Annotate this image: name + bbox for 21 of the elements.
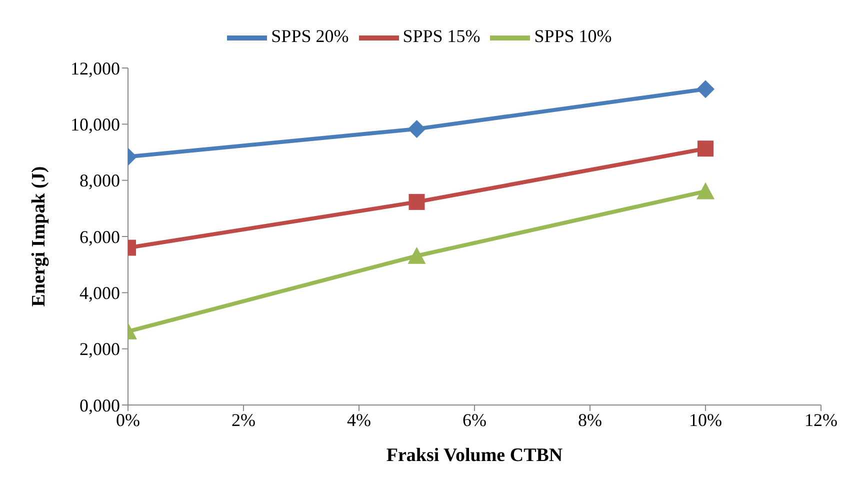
y-tick-label: 8,000 — [80, 170, 120, 191]
point — [696, 80, 714, 98]
legend-label: SPPS 15% — [402, 26, 480, 46]
point — [698, 140, 714, 157]
x-tick-label: 4% — [347, 410, 371, 430]
x-tick-label: 10% — [689, 410, 722, 430]
y-axis-title: Energi Impak (J) — [28, 166, 50, 307]
y-tick-label: 2,000 — [80, 339, 120, 360]
x-tick-label: 2% — [232, 410, 256, 430]
y-tick-label: 6,000 — [80, 226, 120, 247]
y-tick-label: 0,000 — [80, 395, 120, 416]
y-tick-label: 4,000 — [80, 283, 120, 304]
legend-label: SPPS 10% — [534, 26, 612, 46]
y-tick-label: 10,000 — [70, 114, 120, 135]
x-axis-title: Fraksi Volume CTBN — [386, 445, 563, 466]
legend-label: SPPS 20% — [271, 26, 349, 46]
x-tick-label: 12% — [804, 410, 838, 430]
point — [696, 182, 714, 200]
x-tick-label: 6% — [462, 410, 486, 430]
y-tick-label: 12,000 — [70, 58, 120, 78]
x-tick-label: 8% — [578, 410, 602, 430]
